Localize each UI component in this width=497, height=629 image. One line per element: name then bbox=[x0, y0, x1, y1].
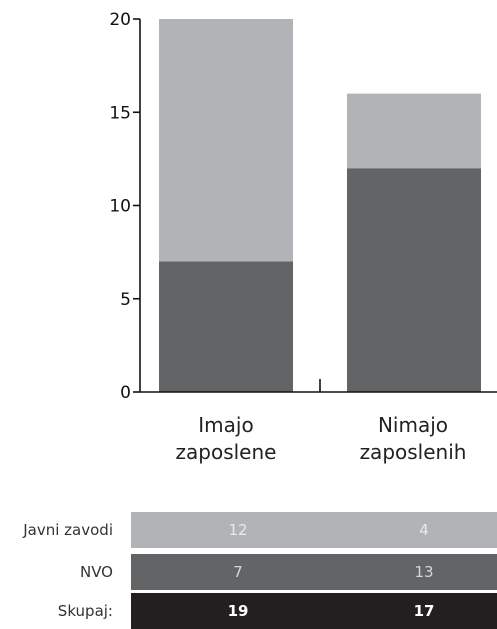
y-tick-label: 20 bbox=[109, 10, 131, 30]
table-cell: 12 bbox=[228, 521, 248, 539]
bar-segment-nvo bbox=[347, 168, 481, 392]
table-row-nvo: NVO 7 13 bbox=[0, 554, 497, 590]
row-band: 7 13 bbox=[131, 554, 497, 590]
table-row-skupaj: Skupaj: 19 17 bbox=[0, 593, 497, 629]
category-label-line: zaposlenih bbox=[360, 440, 467, 464]
table-cell: 7 bbox=[233, 563, 243, 581]
bar-segment-javni-zavodi bbox=[347, 93, 481, 169]
y-tick-label: 0 bbox=[120, 383, 131, 403]
stacked-bar-chart: 0 5 10 15 20 Imajo zaposlene Nimajo zaposlenih bbox=[109, 10, 497, 464]
bar-segment-javni-zavodi bbox=[159, 19, 293, 262]
table-cell: 19 bbox=[227, 602, 249, 620]
table-row-javni-zavodi: Javni zavodi 12 4 bbox=[0, 512, 497, 548]
table-cell: 17 bbox=[413, 602, 435, 620]
row-band: 12 4 bbox=[131, 512, 497, 548]
table-cell: 4 bbox=[419, 521, 429, 539]
row-label: Skupaj: bbox=[57, 602, 113, 620]
category-label: Imajo zaposlene bbox=[176, 413, 277, 464]
category-label-line: Imajo bbox=[198, 413, 253, 437]
category-label-line: Nimajo bbox=[378, 413, 448, 437]
y-tick-label: 15 bbox=[109, 103, 131, 123]
bar-segment-nvo bbox=[159, 261, 293, 392]
category-label-line: zaposlene bbox=[176, 440, 277, 464]
row-label: Javni zavodi bbox=[23, 521, 113, 539]
table-cell: 13 bbox=[414, 563, 434, 581]
category-label: Nimajo zaposlenih bbox=[360, 413, 467, 464]
row-label: NVO bbox=[79, 563, 113, 581]
y-tick-label: 10 bbox=[109, 197, 131, 217]
row-band: 19 17 bbox=[131, 593, 497, 629]
y-tick-label: 5 bbox=[120, 290, 131, 310]
